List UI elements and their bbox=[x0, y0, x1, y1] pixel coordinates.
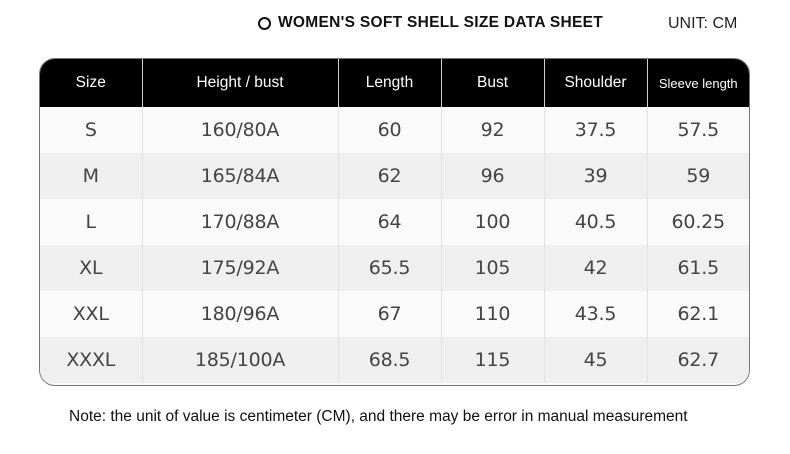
sheet-title: WOMEN'S SOFT SHELL SIZE DATA SHEET bbox=[278, 14, 604, 31]
cell-shoulder: 43.5 bbox=[543, 291, 647, 337]
column-header-shoulder: Shoulder bbox=[543, 59, 647, 107]
cell-shoulder: 37.5 bbox=[543, 107, 647, 153]
cell-length: 62 bbox=[337, 153, 441, 199]
cell-height-bust: 180/96A bbox=[141, 291, 338, 337]
table-row: XL 175/92A 65.5 105 42 61.5 bbox=[40, 245, 749, 291]
table-row: XXL 180/96A 67 110 43.5 62.1 bbox=[40, 291, 749, 337]
cell-length: 65.5 bbox=[337, 245, 441, 291]
cell-size: L bbox=[40, 199, 142, 245]
cell-size: XL bbox=[40, 245, 142, 291]
cell-bust: 110 bbox=[440, 291, 544, 337]
cell-shoulder: 39 bbox=[543, 153, 647, 199]
cell-size: S bbox=[40, 107, 142, 153]
cell-bust: 92 bbox=[440, 107, 544, 153]
cell-sleeve-length: 62.1 bbox=[646, 291, 749, 337]
table-header-row: Size Height / bust Length Bust Shoulder … bbox=[40, 59, 749, 107]
unit-label: UNIT: CM bbox=[668, 15, 738, 32]
cell-bust: 96 bbox=[440, 153, 544, 199]
cell-length: 67 bbox=[337, 291, 441, 337]
cell-height-bust: 185/100A bbox=[141, 337, 338, 383]
circle-bullet-icon bbox=[258, 16, 271, 30]
cell-size: M bbox=[40, 153, 142, 199]
cell-size: XXXL bbox=[40, 337, 142, 383]
cell-bust: 100 bbox=[440, 199, 544, 245]
size-table-frame: Size Height / bust Length Bust Shoulder … bbox=[39, 58, 750, 386]
header: WOMEN'S SOFT SHELL SIZE DATA SHEET UNIT:… bbox=[0, 14, 790, 38]
column-header-bust: Bust bbox=[440, 59, 544, 107]
cell-sleeve-length: 60.25 bbox=[646, 199, 749, 245]
cell-height-bust: 160/80A bbox=[141, 107, 338, 153]
cell-height-bust: 175/92A bbox=[141, 245, 338, 291]
cell-shoulder: 42 bbox=[543, 245, 647, 291]
title-wrap: WOMEN'S SOFT SHELL SIZE DATA SHEET bbox=[258, 14, 603, 32]
cell-height-bust: 170/88A bbox=[141, 199, 338, 245]
column-header-height-bust: Height / bust bbox=[141, 59, 338, 107]
cell-bust: 105 bbox=[440, 245, 544, 291]
cell-sleeve-length: 61.5 bbox=[646, 245, 749, 291]
table-row: L 170/88A 64 100 40.5 60.25 bbox=[40, 199, 749, 245]
cell-length: 60 bbox=[337, 107, 441, 153]
cell-height-bust: 165/84A bbox=[141, 153, 338, 199]
cell-sleeve-length: 62.7 bbox=[646, 337, 749, 383]
cell-length: 64 bbox=[337, 199, 441, 245]
table-row: XXXL 185/100A 68.5 115 45 62.7 bbox=[40, 337, 749, 383]
column-header-length: Length bbox=[337, 59, 441, 107]
cell-shoulder: 40.5 bbox=[543, 199, 647, 245]
cell-sleeve-length: 57.5 bbox=[646, 107, 749, 153]
cell-size: XXL bbox=[40, 291, 142, 337]
cell-shoulder: 45 bbox=[543, 337, 647, 383]
measurement-note: Note: the unit of value is centimeter (C… bbox=[69, 408, 688, 425]
column-header-size: Size bbox=[40, 59, 142, 107]
table-row: M 165/84A 62 96 39 59 bbox=[40, 153, 749, 199]
column-header-sleeve-length: Sleeve length bbox=[646, 59, 749, 107]
size-table: Size Height / bust Length Bust Shoulder … bbox=[40, 59, 749, 383]
table-row: S 160/80A 60 92 37.5 57.5 bbox=[40, 107, 749, 153]
cell-bust: 115 bbox=[440, 337, 544, 383]
cell-length: 68.5 bbox=[337, 337, 441, 383]
cell-sleeve-length: 59 bbox=[646, 153, 749, 199]
